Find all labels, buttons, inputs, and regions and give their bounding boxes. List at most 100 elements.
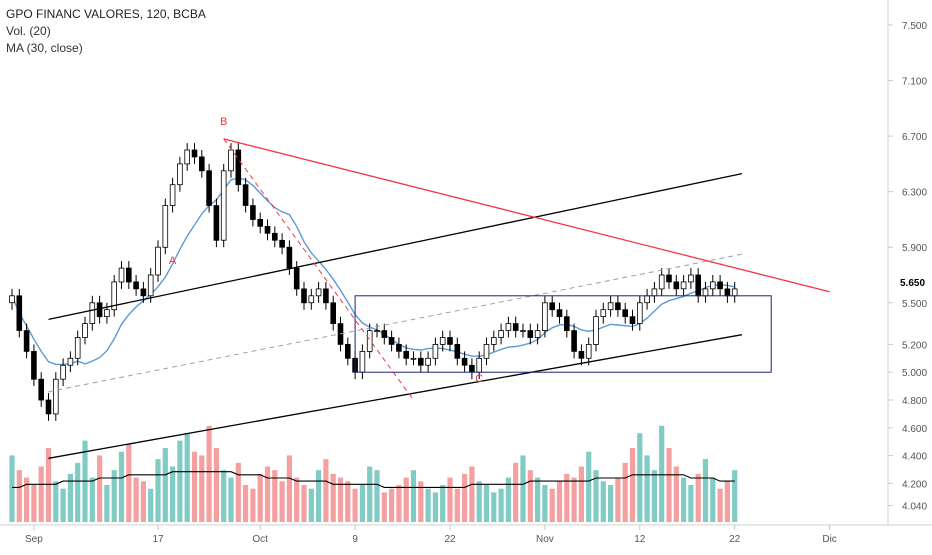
candle-body [60, 364, 66, 380]
candle-body [615, 302, 621, 311]
volume-bar [97, 455, 103, 522]
time-tick-label: Dic [822, 534, 836, 545]
volume-bar [213, 448, 219, 522]
candle-body [658, 274, 665, 290]
volume-bar [221, 470, 227, 522]
candle-body [16, 295, 23, 331]
candle-body [213, 205, 220, 241]
volume-bar [177, 440, 183, 522]
candles [9, 143, 738, 421]
volume-bar [279, 481, 285, 522]
volume-bar [396, 485, 402, 522]
candle-body [162, 205, 169, 248]
volume-bar [352, 488, 358, 522]
volume-ma-line [12, 471, 735, 488]
candle-body [89, 302, 96, 324]
volume-bar [622, 462, 628, 522]
candle-body [549, 302, 555, 311]
time-tick-label: Oct [252, 534, 268, 545]
candle-body [9, 295, 15, 304]
legend-title[interactable]: GPO FINANC VALORES, 120, BCBA [6, 7, 206, 21]
moving-average [11, 177, 735, 366]
candle-body [512, 323, 519, 331]
candle-body [67, 357, 74, 366]
volume-bar [513, 462, 519, 522]
volume-bar [294, 477, 300, 522]
price-tick-label: 7.100 [902, 77, 927, 88]
candle-body [23, 330, 30, 352]
price-tick-label: 4.600 [902, 424, 927, 435]
candle-body [147, 274, 154, 297]
volume-bar [600, 481, 606, 522]
volume-bar [724, 481, 730, 522]
candle-body [74, 337, 81, 359]
volume-bar [666, 448, 672, 522]
candle-body [564, 316, 570, 332]
volume-bar [235, 462, 241, 522]
current-price-label: 5.650 [900, 278, 925, 289]
candle-body [315, 288, 322, 297]
candle-body [45, 399, 52, 415]
volume-bar [206, 425, 212, 522]
volume-bar [9, 455, 15, 522]
candle-body [731, 288, 738, 297]
price-tick-label: 7.500 [902, 21, 927, 32]
legend-volume[interactable]: Vol. (20) [6, 24, 51, 38]
candle-body [169, 184, 176, 206]
volume-bar [118, 451, 125, 522]
candle-body [198, 156, 205, 172]
volume-bar [286, 455, 292, 522]
volume-bar [454, 488, 460, 522]
current-price-tag [895, 273, 931, 290]
volume-bar [301, 485, 307, 522]
legend-ma[interactable]: MA (30, close) [6, 41, 83, 55]
candle-body [425, 357, 431, 366]
candle-body [439, 337, 446, 345]
candle-body [271, 232, 278, 241]
candle-body [301, 288, 307, 304]
candle-body [498, 330, 504, 338]
price-tick-label: 4.200 [902, 479, 927, 490]
price-tick-label: 5.200 [902, 340, 927, 351]
volume-bar [250, 488, 256, 522]
candle-body [184, 149, 191, 165]
candle-body [220, 170, 227, 241]
volume-bar [75, 462, 81, 522]
volume-bar [535, 477, 541, 522]
candle-body [118, 267, 125, 283]
candle-body [104, 309, 110, 318]
candle-body [534, 330, 541, 338]
candle-body [366, 330, 373, 352]
candle-body [454, 343, 461, 359]
volume-bar [162, 448, 168, 522]
volume-bar [732, 470, 738, 522]
volume-bar [425, 488, 431, 522]
volume-bar [337, 477, 344, 522]
volume-bar [651, 470, 657, 522]
volume-bar [316, 470, 322, 522]
volume-bar [447, 477, 453, 522]
price-tick-label: 5.900 [902, 243, 927, 254]
volume-panel [9, 425, 738, 522]
volume-bar [527, 470, 533, 522]
volume-bar [440, 485, 446, 522]
candle-body [31, 350, 37, 380]
time-tick-label: 22 [444, 534, 456, 545]
volume-bar [308, 488, 314, 522]
volume-bar [418, 481, 424, 522]
candle-body [637, 302, 643, 324]
candle-body [695, 274, 701, 297]
trendline-mid-channel [48, 253, 743, 393]
volume-bar [191, 451, 198, 522]
candle-body [359, 350, 366, 373]
candle-body [126, 267, 132, 283]
volume-bar [16, 470, 22, 522]
candle-body [469, 364, 475, 373]
annotation-label: C [475, 373, 483, 385]
candle-body [688, 274, 694, 283]
candle-body [644, 295, 650, 304]
volume-bar [695, 473, 701, 522]
